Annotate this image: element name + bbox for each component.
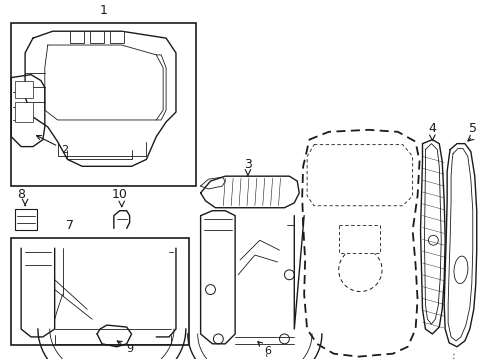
Bar (15, 102, 33, 122)
Ellipse shape (453, 256, 467, 284)
Bar (11, 23, 195, 186)
Text: 7: 7 (66, 219, 74, 233)
Text: 2: 2 (37, 136, 68, 154)
Text: 1: 1 (100, 4, 107, 17)
Bar (11, 238, 188, 345)
Bar (15, 209, 37, 230)
Bar (90, 31, 104, 43)
Bar (110, 31, 123, 43)
Text: 3: 3 (244, 158, 251, 171)
Bar (338, 225, 379, 253)
Bar (15, 81, 33, 98)
Text: 4: 4 (427, 122, 435, 135)
Text: 10: 10 (112, 188, 127, 201)
Text: 8: 8 (17, 188, 25, 201)
Bar (70, 31, 84, 43)
Text: 9: 9 (117, 341, 133, 354)
Text: 5: 5 (468, 122, 476, 135)
Text: 6: 6 (257, 342, 271, 356)
